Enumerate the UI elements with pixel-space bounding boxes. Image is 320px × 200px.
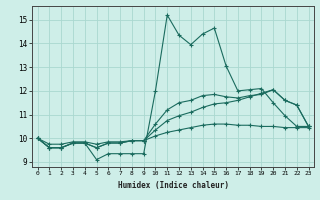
X-axis label: Humidex (Indice chaleur): Humidex (Indice chaleur) <box>118 181 228 190</box>
